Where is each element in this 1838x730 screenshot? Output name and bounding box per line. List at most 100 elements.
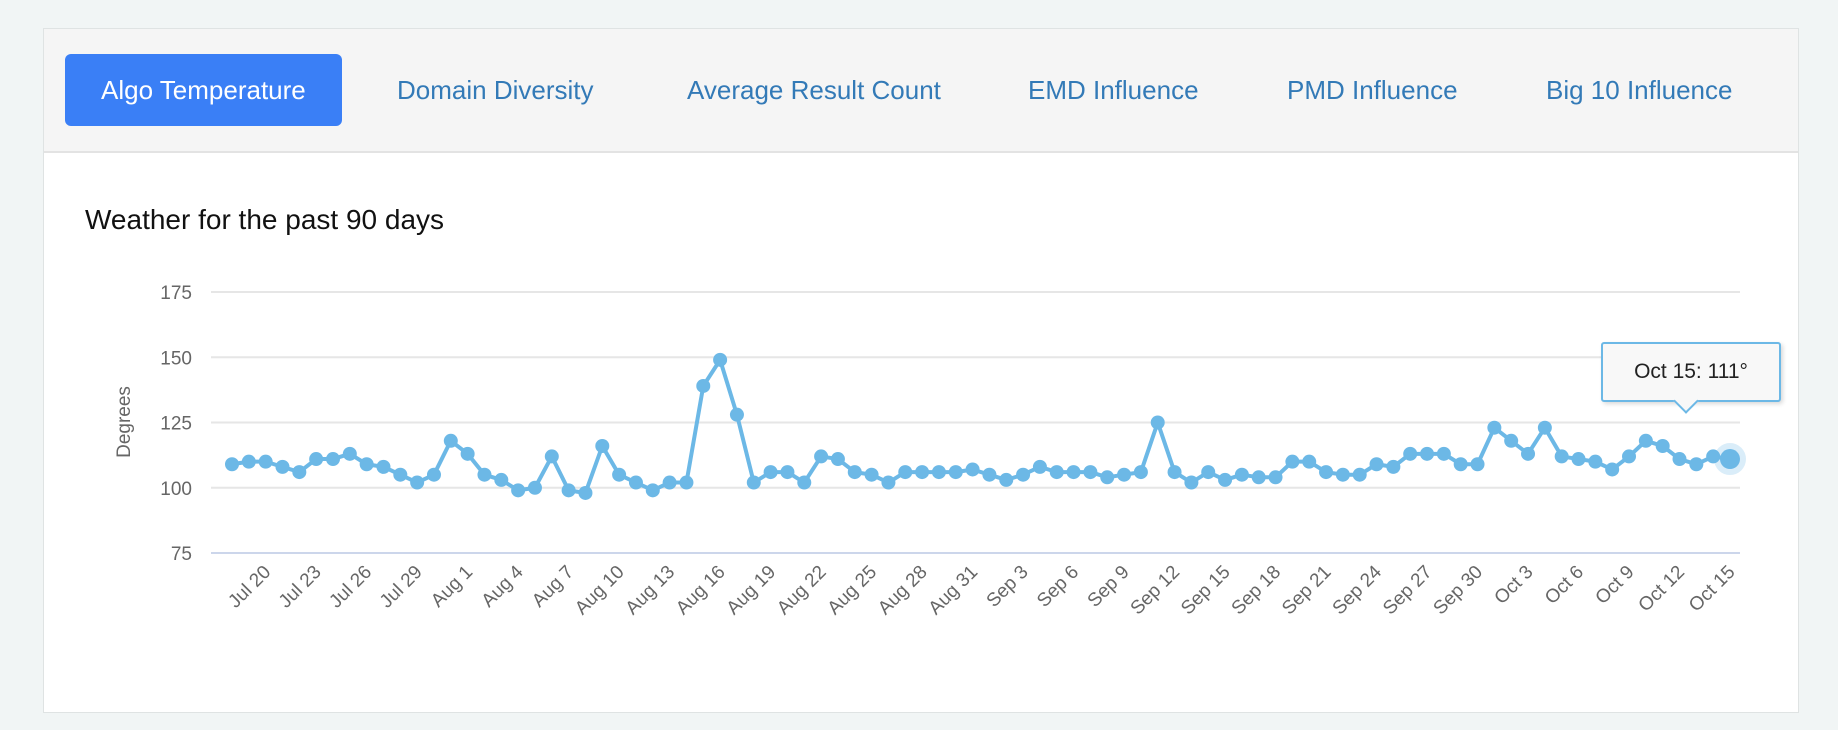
tab-domain-diversity[interactable]: Domain Diversity [397,75,594,105]
x-tick-label: Aug 4 [478,561,528,611]
y-axis-label: Degrees [114,386,135,458]
data-point [225,457,239,472]
data-point [679,475,694,490]
data-point [1453,457,1468,472]
data-point [1689,457,1704,472]
tab-pmd-influence[interactable]: PMD Influence [1287,75,1458,105]
data-point [1100,470,1115,485]
x-tick-label: Aug 16 [672,562,729,619]
x-tick-label: Sep 18 [1228,562,1285,619]
x-tick-label: Jul 23 [275,562,326,613]
data-point [595,438,610,453]
data-point [1234,467,1249,482]
data-point [1386,459,1401,474]
data-point [1369,457,1384,472]
x-tick-label: Aug 1 [427,562,477,612]
x-tick-label: Aug 25 [824,562,881,619]
x-tick-label: Sep 12 [1127,562,1184,619]
data-point [1588,454,1603,469]
data-point [915,465,930,480]
data-point [1571,452,1586,467]
data-point [1335,467,1350,482]
data-point [1201,465,1216,480]
data-point [477,467,492,482]
y-tick-label: 150 [160,348,192,369]
data-point [443,433,458,448]
data-point [1133,465,1148,480]
data-point [1638,433,1653,448]
data-point [662,475,677,490]
data-point [1487,420,1502,435]
y-tick-label: 100 [160,479,192,500]
data-point [881,475,896,490]
data-point [628,475,643,490]
chart-title: Weather for the past 90 days [85,204,445,235]
data-point [578,485,593,500]
data-point [1032,459,1047,474]
data-point [1083,465,1098,480]
data-point [561,483,576,498]
data-point [544,449,559,464]
x-tick-label: Jul 26 [325,562,376,613]
data-point [1167,465,1182,480]
y-tick-label: 75 [171,544,192,565]
x-tick-label: Oct 6 [1541,562,1588,609]
x-tick-label: Sep 6 [1033,562,1083,612]
tab-emd-influence[interactable]: EMD Influence [1028,75,1199,105]
data-point [494,472,509,487]
data-point [1016,467,1031,482]
data-point [1470,457,1485,472]
data-point [1403,446,1418,461]
chart-card: Algo Temperature Domain Diversity Averag… [43,28,1799,713]
x-tick-label: Oct 12 [1635,562,1689,616]
data-point [797,475,812,490]
data-point [1521,446,1536,461]
chart-tooltip: Oct 15: 111° [1601,342,1781,402]
data-point [258,454,273,469]
data-point [1049,465,1064,480]
data-point [612,467,627,482]
x-tick-label: Aug 22 [773,562,830,619]
x-tick-label: Sep 27 [1379,562,1436,619]
data-point [1706,449,1721,464]
y-tick-label: 125 [160,414,192,435]
x-tick-label: Oct 15 [1685,562,1739,616]
data-point [999,472,1014,487]
x-tick-label: Sep 24 [1329,561,1387,619]
data-point [847,465,862,480]
data-point [376,459,391,474]
x-tick-label: Aug 28 [874,562,931,619]
data-point [645,483,660,498]
data-point [729,407,744,422]
data-point [1436,446,1451,461]
data-point [393,467,408,482]
data-point [342,446,357,461]
x-tick-label: Oct 9 [1592,562,1639,609]
x-tick-label: Sep 15 [1177,562,1234,619]
data-point [1302,454,1317,469]
data-point [511,483,526,498]
data-point [1268,470,1283,485]
x-tick-label: Jul 20 [224,562,275,613]
data-point [1554,449,1569,464]
data-point [1218,472,1233,487]
tab-algo-temperature[interactable]: Algo Temperature [65,54,342,126]
x-tick-label: Sep 30 [1430,562,1487,619]
data-point [965,462,980,477]
x-tick-label: Oct 3 [1491,562,1538,609]
x-tick-label: Aug 19 [723,562,780,619]
data-point [1420,446,1435,461]
data-point [1285,454,1300,469]
tab-big-10-influence[interactable]: Big 10 Influence [1546,75,1733,105]
data-point [931,465,946,480]
x-tick-label: Aug 13 [622,562,679,619]
x-tick-label: Sep 21 [1278,562,1335,619]
data-point [763,465,778,480]
x-tick-label: Jul 29 [376,562,427,613]
data-point [1720,449,1740,470]
data-point [325,452,340,467]
data-point [1251,470,1266,485]
data-point [241,454,256,469]
data-point [1605,462,1620,477]
tab-average-result-count[interactable]: Average Result Count [687,75,941,105]
